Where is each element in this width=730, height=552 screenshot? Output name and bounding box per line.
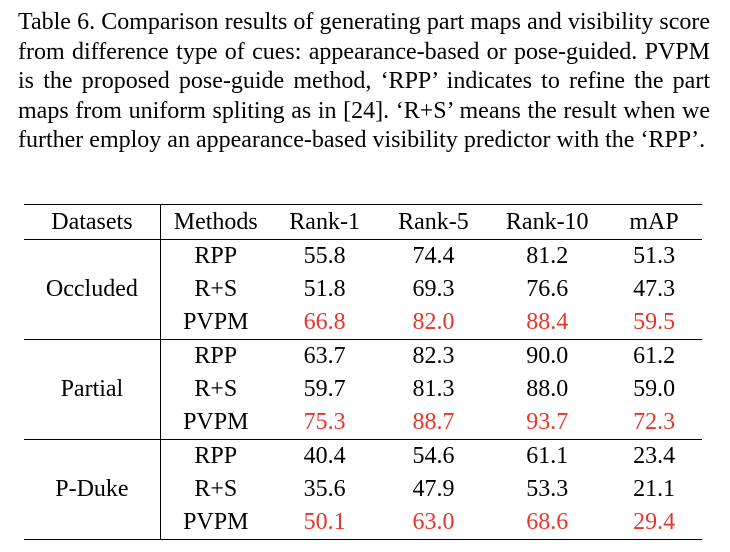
method-cell: PVPM: [183, 409, 249, 435]
rank-1-cell: 51.8: [303, 276, 346, 302]
results-table-container: Datasets Methods Rank-1 Rank-5 Rank-10 m…: [24, 204, 702, 540]
method-cell: R+S: [194, 376, 238, 402]
group-p-duke: P-Duke RPP 40.4 54.6 61.1 23.4 R+S 35.6 …: [24, 439, 702, 540]
rank-5-cell: 82.3: [412, 343, 455, 369]
rank-5-cell: 69.3: [412, 276, 455, 302]
dataset-cell: Partial: [24, 339, 161, 440]
map-cell-best: 29.4: [633, 509, 676, 535]
rank-5-cell: 54.6: [412, 443, 455, 469]
rank-10-cell: 81.2: [526, 243, 569, 269]
table-row-best: PVPM 66.8 82.0 88.4 59.5: [24, 306, 702, 340]
map-cell-best: 59.5: [633, 309, 676, 335]
rank-1-cell: 59.7: [303, 376, 346, 402]
method-cell: PVPM: [183, 509, 249, 535]
map-cell: 61.2: [633, 343, 676, 369]
rank-1-cell-best: 66.8: [303, 309, 346, 335]
header-rank-5: Rank-5: [398, 208, 469, 235]
table-row: R+S 51.8 69.3 76.6 47.3: [24, 273, 702, 306]
rank-1-cell-best: 75.3: [303, 409, 346, 435]
table-row: Partial RPP 63.7 82.3 90.0 61.2: [24, 339, 702, 440]
header-map: mAP: [629, 208, 679, 235]
rank-1-cell-best: 50.1: [303, 509, 346, 535]
dataset-cell: P-Duke: [24, 439, 161, 540]
table-row: R+S 59.7 81.3 88.0 59.0: [24, 373, 702, 406]
results-table: Datasets Methods Rank-1 Rank-5 Rank-10 m…: [24, 204, 702, 540]
method-cell: R+S: [194, 476, 238, 502]
method-cell: R+S: [194, 276, 238, 302]
header-datasets: Datasets: [24, 204, 161, 240]
header-rank-1: Rank-1: [289, 208, 360, 235]
rank-10-cell: 76.6: [526, 276, 569, 302]
map-cell: 21.1: [633, 476, 676, 502]
rank-10-cell-best: 68.6: [526, 509, 569, 535]
rank-1-cell: 55.8: [303, 243, 346, 269]
map-cell: 47.3: [633, 276, 676, 302]
header-methods: Methods: [173, 208, 258, 235]
rank-10-cell: 61.1: [526, 443, 569, 469]
rank-10-cell: 88.0: [526, 376, 569, 402]
table-caption: Table 6. Comparison results of generatin…: [18, 9, 710, 153]
map-cell: 59.0: [633, 376, 676, 402]
table-row: R+S 35.6 47.9 53.3 21.1: [24, 473, 702, 506]
rank-1-cell: 35.6: [303, 476, 346, 502]
table-row: Occluded RPP 55.8 74.4 81.2 51.3: [24, 239, 702, 340]
method-cell: RPP: [194, 243, 238, 269]
rank-10-cell: 90.0: [526, 343, 569, 369]
rank-1-cell: 40.4: [303, 443, 346, 469]
dataset-cell: Occluded: [24, 239, 161, 340]
map-cell-best: 72.3: [633, 409, 676, 435]
rank-5-cell-best: 82.0: [412, 309, 455, 335]
table-row-best: PVPM 75.3 88.7 93.7 72.3: [24, 406, 702, 440]
method-cell: RPP: [194, 343, 238, 369]
rank-5-cell-best: 63.0: [412, 509, 455, 535]
header-row: Datasets Methods Rank-1 Rank-5 Rank-10 m…: [24, 204, 702, 240]
table-header: Datasets Methods Rank-1 Rank-5 Rank-10 m…: [24, 204, 702, 240]
rank-10-cell: 53.3: [526, 476, 569, 502]
rank-10-cell-best: 93.7: [526, 409, 569, 435]
group-occluded: Occluded RPP 55.8 74.4 81.2 51.3 R+S 51.…: [24, 239, 702, 340]
method-cell: PVPM: [183, 309, 249, 335]
method-cell: RPP: [194, 443, 238, 469]
map-cell: 23.4: [633, 443, 676, 469]
rank-5-cell: 47.9: [412, 476, 455, 502]
table-row-best: PVPM 50.1 63.0 68.6 29.4: [24, 506, 702, 540]
rank-5-cell-best: 88.7: [412, 409, 455, 435]
group-partial: Partial RPP 63.7 82.3 90.0 61.2 R+S 59.7…: [24, 339, 702, 440]
header-rank-10: Rank-10: [505, 208, 589, 235]
rank-5-cell: 81.3: [412, 376, 455, 402]
table-row: P-Duke RPP 40.4 54.6 61.1 23.4: [24, 439, 702, 540]
rank-1-cell: 63.7: [303, 343, 346, 369]
rank-5-cell: 74.4: [412, 243, 455, 269]
rank-10-cell-best: 88.4: [526, 309, 569, 335]
map-cell: 51.3: [633, 243, 676, 269]
